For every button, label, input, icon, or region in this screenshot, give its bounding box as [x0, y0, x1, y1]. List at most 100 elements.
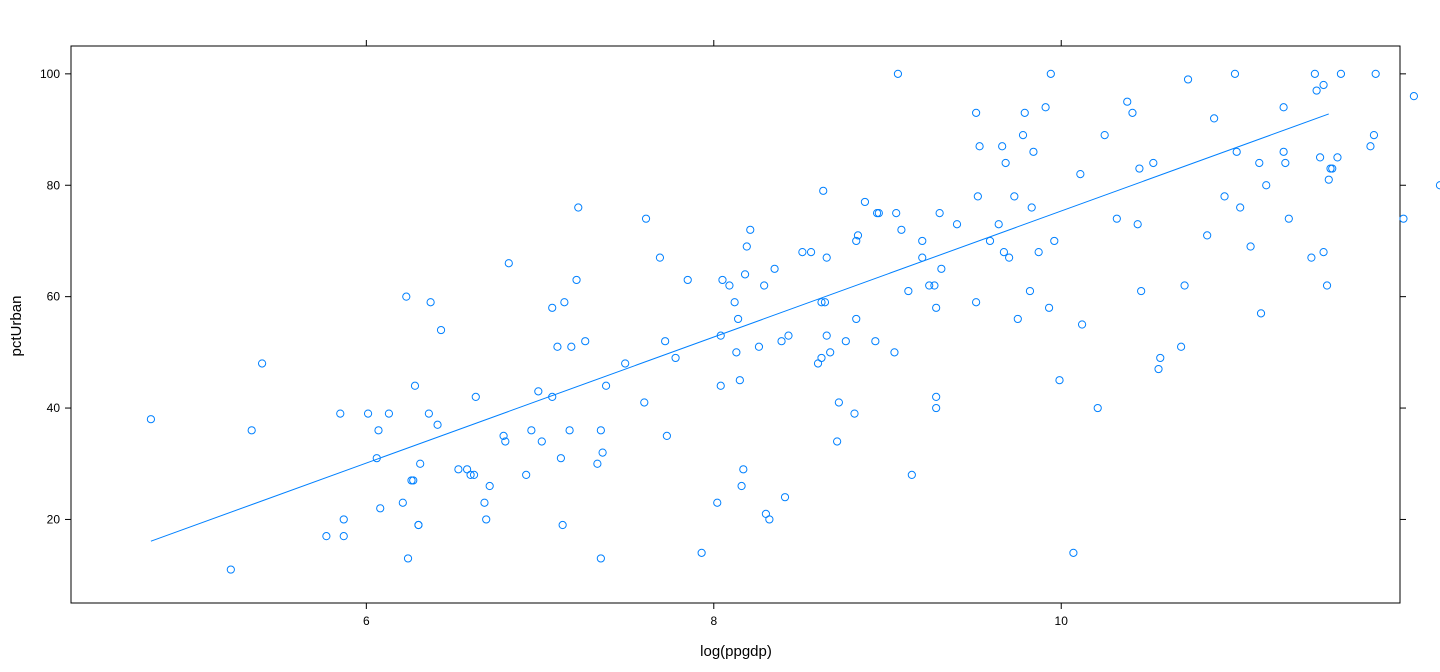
data-point	[553, 342, 562, 351]
data-point	[522, 470, 531, 479]
data-point	[985, 236, 995, 246]
data-point	[1001, 158, 1010, 168]
x-axis-title: log(ppgdp)	[700, 643, 772, 660]
data-point	[739, 465, 748, 474]
data-point	[1255, 158, 1264, 168]
data-point	[770, 264, 779, 273]
data-point	[548, 392, 557, 402]
data-point	[819, 186, 828, 195]
data-point	[537, 437, 546, 446]
data-point	[247, 426, 256, 435]
data-point	[871, 337, 880, 346]
y-tick-label: 80	[47, 178, 61, 192]
data-point	[1133, 220, 1142, 229]
data-point	[1281, 158, 1290, 168]
data-point	[932, 403, 941, 413]
data-point	[556, 454, 566, 463]
data-point	[892, 209, 901, 218]
data-point	[1018, 131, 1028, 140]
data-point	[932, 392, 941, 402]
data-point	[1044, 303, 1054, 312]
data-point	[403, 554, 413, 563]
data-point	[1137, 286, 1146, 296]
data-point	[339, 532, 348, 541]
data-point	[918, 253, 927, 262]
data-point	[257, 359, 267, 368]
data-point	[363, 409, 373, 418]
data-point	[784, 331, 793, 340]
data-point	[661, 337, 670, 346]
data-point	[480, 498, 489, 507]
data-point	[548, 303, 557, 312]
data-point	[1246, 242, 1255, 251]
data-point	[398, 498, 407, 507]
data-point	[499, 431, 508, 440]
data-point	[713, 498, 722, 507]
data-point	[907, 470, 916, 479]
data-point	[904, 286, 913, 296]
data-point	[1319, 247, 1328, 257]
y-tick-label: 60	[47, 290, 61, 304]
data-point	[336, 409, 345, 418]
data-point	[822, 253, 831, 262]
data-point	[1027, 203, 1036, 212]
data-point	[1366, 142, 1375, 151]
data-point	[1203, 231, 1212, 240]
data-point	[433, 420, 442, 429]
plot-border	[70, 45, 1401, 604]
fit-line-layer	[150, 113, 1329, 542]
data-point	[853, 231, 863, 240]
y-tick-label: 40	[47, 401, 61, 415]
data-point	[806, 247, 816, 257]
data-point	[732, 348, 741, 357]
data-point	[1279, 147, 1288, 156]
data-point	[1013, 314, 1022, 324]
data-point	[1112, 214, 1121, 223]
data-point	[683, 275, 692, 285]
data-point	[416, 459, 425, 468]
data-point	[407, 476, 416, 485]
data-point	[567, 342, 576, 351]
data-point	[1322, 281, 1332, 290]
data-point	[1010, 192, 1019, 201]
data-point	[226, 565, 235, 574]
data-point	[777, 337, 786, 346]
data-point	[918, 236, 927, 246]
data-point	[716, 331, 725, 340]
data-point	[471, 392, 480, 402]
data-point	[760, 281, 769, 290]
data-point	[765, 515, 774, 524]
data-point	[469, 470, 479, 479]
data-point	[798, 247, 807, 257]
data-point	[146, 415, 156, 424]
data-point	[1041, 103, 1050, 112]
data-point	[925, 281, 934, 290]
data-point	[1236, 203, 1245, 212]
data-point	[833, 437, 842, 446]
x-tick-label: 6	[363, 614, 370, 628]
data-point	[501, 437, 510, 446]
data-point	[376, 504, 385, 513]
data-point	[534, 387, 543, 396]
data-point	[1100, 131, 1109, 140]
data-point	[932, 303, 941, 312]
data-point	[1180, 281, 1189, 290]
data-point	[1220, 192, 1229, 201]
axis-ticks	[65, 40, 1406, 609]
data-point	[746, 225, 755, 234]
data-point	[1319, 80, 1328, 90]
data-point	[897, 225, 906, 234]
data-point	[527, 426, 536, 435]
data-point	[1435, 181, 1440, 190]
data-point	[1409, 92, 1418, 101]
data-point	[322, 532, 331, 541]
data-point	[1093, 403, 1102, 413]
data-point	[852, 314, 861, 324]
x-tick-label: 8	[710, 614, 717, 628]
data-point	[998, 142, 1007, 151]
data-point	[641, 214, 651, 223]
data-point	[1310, 69, 1319, 78]
data-point	[860, 197, 870, 207]
data-point	[598, 448, 607, 457]
data-point	[754, 342, 764, 351]
